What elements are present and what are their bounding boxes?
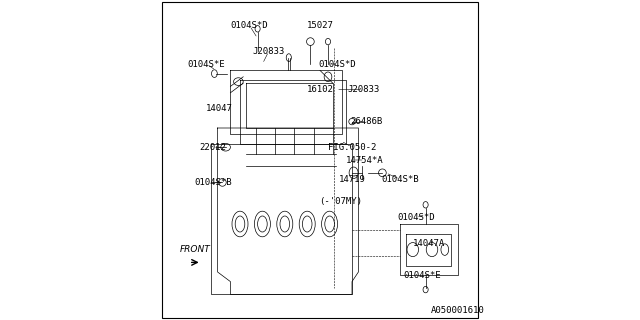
- Text: 26486B: 26486B: [350, 117, 383, 126]
- Text: 0104S*B: 0104S*B: [194, 178, 232, 187]
- Text: 16102: 16102: [307, 85, 333, 94]
- Text: 0104S*D: 0104S*D: [231, 21, 268, 30]
- Text: 14754*A: 14754*A: [346, 156, 383, 164]
- Text: 0104S*E: 0104S*E: [188, 60, 225, 68]
- Text: 22012: 22012: [200, 143, 226, 152]
- Text: FRONT: FRONT: [180, 245, 211, 254]
- Text: A050001610: A050001610: [431, 306, 484, 315]
- Text: 0104S*B: 0104S*B: [381, 175, 419, 184]
- Text: 14047A: 14047A: [413, 239, 445, 248]
- Text: 15027: 15027: [307, 21, 333, 30]
- Text: J20833: J20833: [347, 85, 380, 94]
- Text: 0104S*D: 0104S*D: [397, 213, 435, 222]
- Text: J20833: J20833: [253, 47, 285, 56]
- Text: (-'07MY): (-'07MY): [319, 197, 362, 206]
- Text: 14719: 14719: [339, 175, 365, 184]
- Text: FIG.050-2: FIG.050-2: [328, 143, 376, 152]
- Text: 14047: 14047: [206, 104, 232, 113]
- Text: 0104S*E: 0104S*E: [404, 271, 441, 280]
- Text: 0104S*D: 0104S*D: [319, 60, 356, 68]
